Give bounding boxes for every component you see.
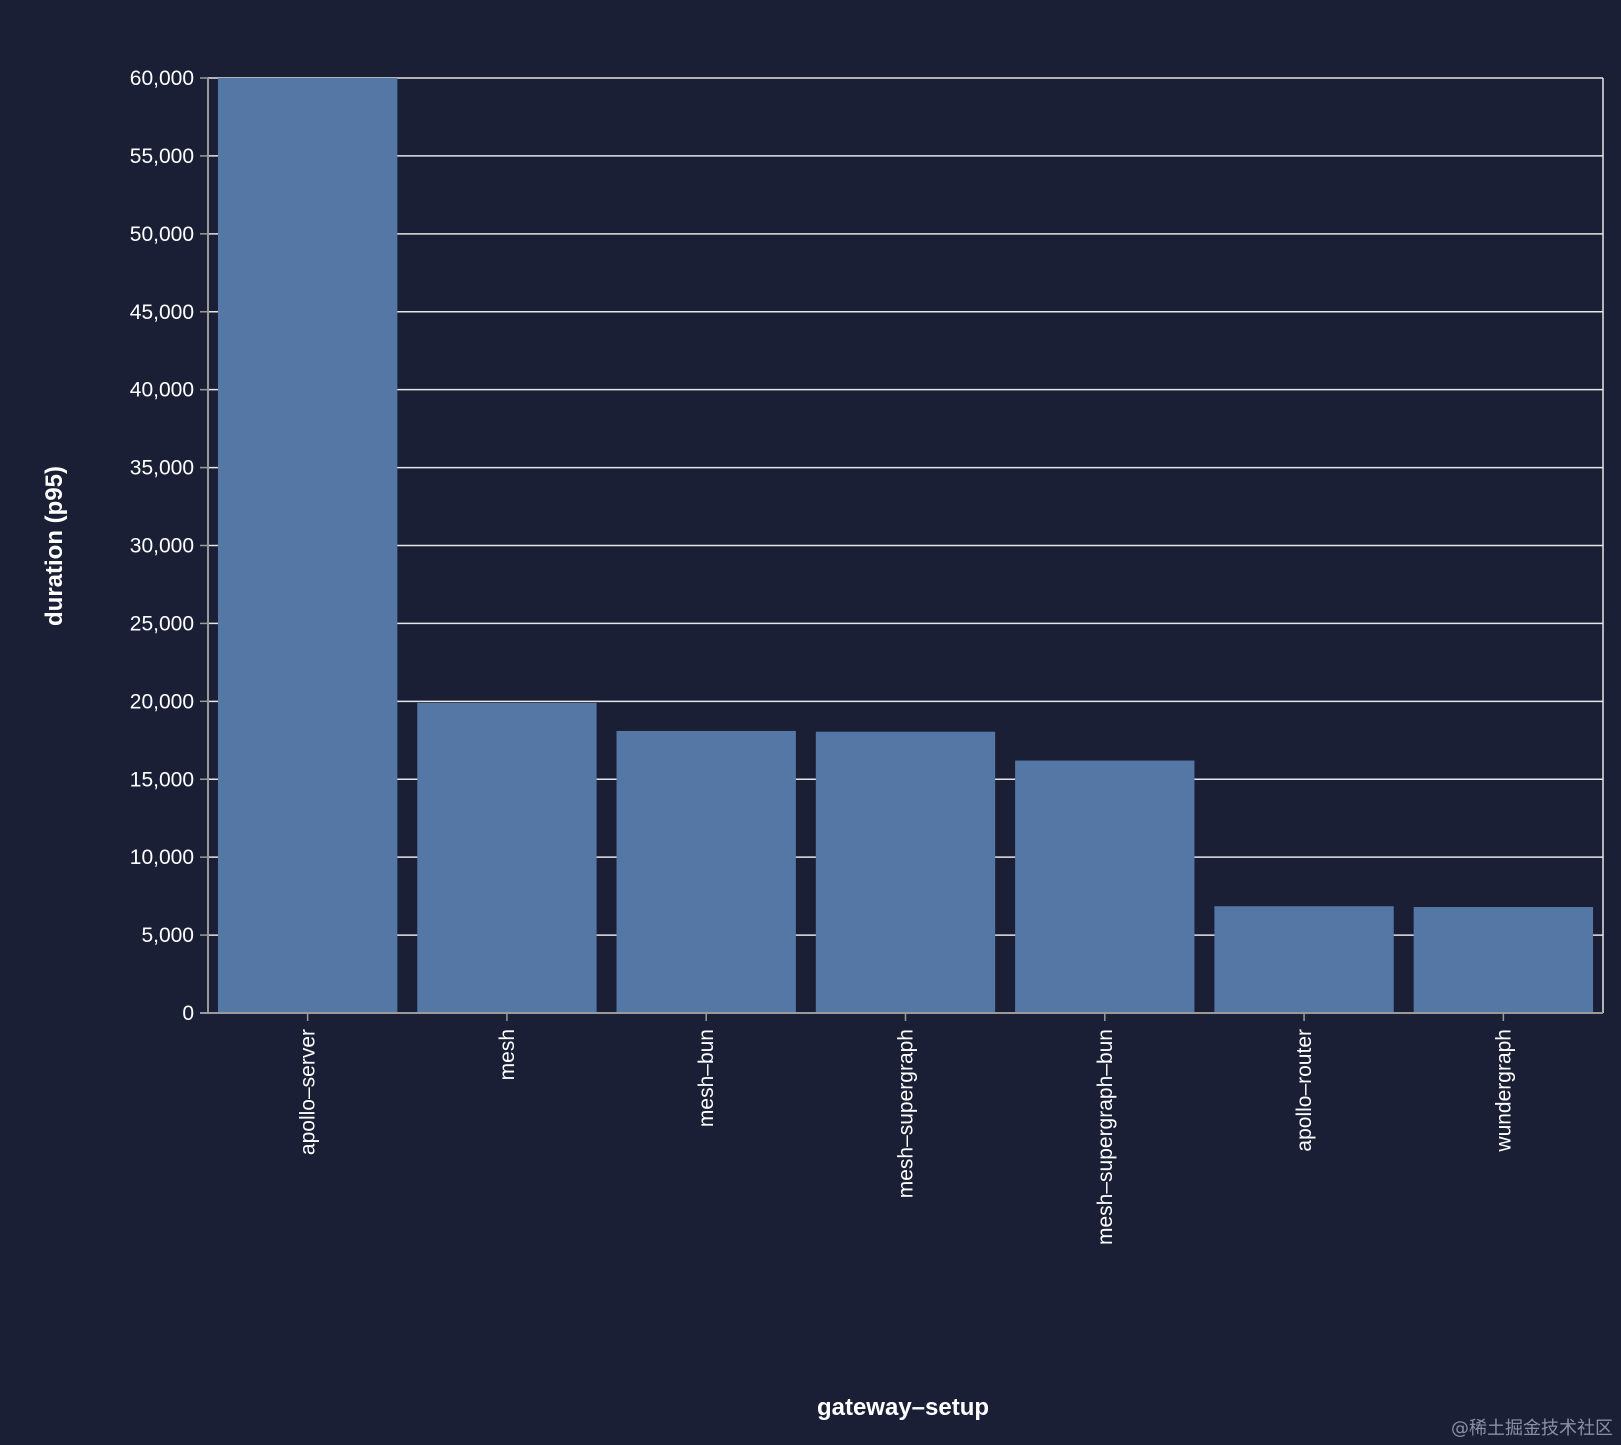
bar-mesh-supergraph — [815, 731, 996, 1013]
y-tick-label: 15,000 — [130, 768, 194, 791]
bar-apollo-server — [217, 78, 398, 1013]
watermark: @稀土掘金技术社区 — [1451, 1418, 1613, 1439]
x-tick-label: mesh–supergraph–bun — [1094, 1029, 1117, 1245]
x-tick-labels: apollo–server mesh mesh–bun mesh–supergraph… — [297, 1029, 1516, 1245]
y-tick-label: 5,000 — [141, 924, 194, 947]
bar-mesh — [417, 702, 597, 1013]
y-tick-labels: 0 5,000 10,000 15,000 20,000 25,000 30,000 35,0… — [130, 67, 194, 1025]
y-axis-title: duration (p95) — [41, 466, 68, 626]
axes — [200, 77, 1603, 1021]
bar-wundergraph — [1413, 907, 1594, 1013]
y-tick-label: 10,000 — [130, 846, 194, 869]
bar-mesh-supergraph-bun — [1015, 760, 1195, 1013]
y-tick-label: 0 — [182, 1002, 194, 1025]
x-tick-label: wundergraph — [1492, 1029, 1515, 1153]
y-tick-label: 35,000 — [130, 457, 194, 480]
y-tick-label: 40,000 — [130, 379, 194, 402]
y-tick-label: 60,000 — [130, 67, 194, 90]
y-tick-label: 25,000 — [130, 612, 194, 635]
x-tick-label: apollo–server — [297, 1029, 320, 1155]
y-tick-label: 45,000 — [130, 301, 194, 324]
y-tick-label: 55,000 — [130, 145, 194, 168]
bar-mesh-bun — [616, 730, 796, 1013]
x-tick-label: mesh–supergraph — [895, 1029, 918, 1198]
y-tick-label: 20,000 — [130, 690, 194, 713]
x-axis-title: gateway–setup — [817, 1394, 989, 1421]
x-tick-label: apollo–router — [1293, 1029, 1316, 1152]
bar-apollo-router — [1214, 906, 1394, 1013]
y-tick-label: 50,000 — [130, 223, 194, 246]
x-tick-label: mesh–bun — [695, 1029, 718, 1127]
bars — [217, 78, 1594, 1013]
x-tick-label: mesh — [496, 1029, 519, 1080]
y-tick-label: 30,000 — [130, 535, 194, 558]
